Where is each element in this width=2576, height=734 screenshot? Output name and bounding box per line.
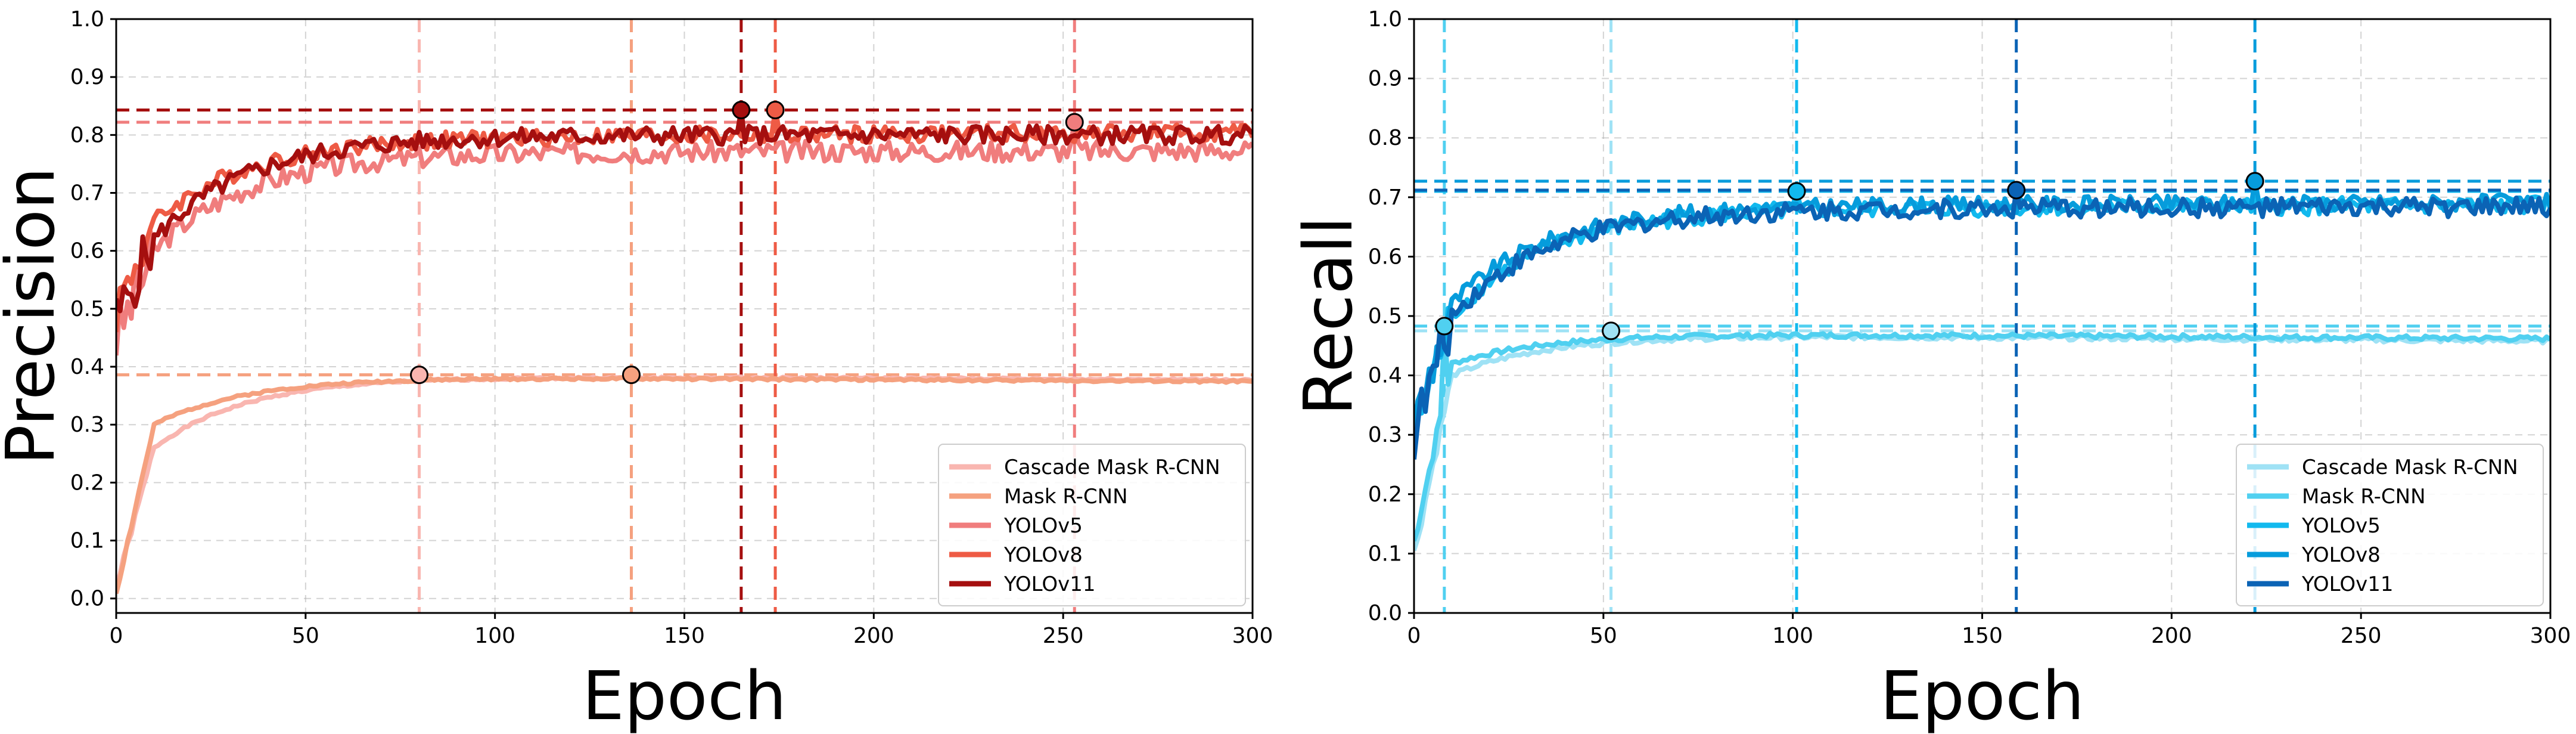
best-point-marker: [1435, 317, 1454, 336]
x-tick-label: 200: [853, 624, 894, 648]
y-tick-label: 0.4: [1368, 364, 1402, 388]
best-point-marker: [1787, 182, 1806, 201]
plot-area: [116, 19, 1253, 613]
y-tick-label: 0.8: [1368, 126, 1402, 150]
legend-label: YOLOv11: [2301, 572, 2394, 596]
x-tick-label: 100: [474, 624, 515, 648]
y-tick-label: 0.6: [70, 239, 104, 264]
y-tick-label: 0.1: [1368, 541, 1402, 566]
series-line-yolov11: [1414, 187, 2550, 460]
y-tick-label: 0.0: [1368, 601, 1402, 625]
y-tick-label: 0.4: [70, 355, 104, 379]
y-tick-label: 0.3: [70, 413, 104, 437]
legend-label: Mask R-CNN: [2302, 485, 2426, 509]
y-tick-label: 1.0: [1368, 7, 1402, 32]
legend-label: YOLOv11: [1003, 572, 1096, 596]
y-tick-label: 0.8: [70, 123, 104, 147]
best-point-marker: [622, 366, 641, 385]
legend-box: [938, 444, 1246, 606]
y-tick-label: 0.2: [1368, 482, 1402, 507]
legend-label: YOLOv5: [1003, 514, 1083, 538]
y-axis-title: Recall: [1290, 216, 1368, 416]
y-tick-label: 0.6: [1368, 244, 1402, 269]
best-point-marker: [1602, 321, 1621, 340]
series-line-yolov11: [116, 107, 1253, 314]
y-tick-label: 0.9: [1368, 67, 1402, 91]
legend-label: Cascade Mask R-CNN: [1004, 456, 1220, 479]
legend: Cascade Mask R-CNN Mask R-CNN YOLOv5 YOLOv8…: [2236, 444, 2544, 606]
y-tick-label: 0.5: [1368, 304, 1402, 329]
y-axis-title: Precision: [0, 167, 70, 465]
y-tick-label: 0.3: [1368, 423, 1402, 447]
y-tick-label: 0.7: [1368, 185, 1402, 210]
legend-label: YOLOv8: [1003, 543, 1083, 567]
y-tick-label: 0.1: [70, 529, 104, 553]
x-axis-title: Epoch: [1880, 658, 2084, 734]
y-tick-label: 0.0: [70, 587, 104, 611]
legend: Cascade Mask R-CNN Mask R-CNN YOLOv5 YOLOv8…: [938, 444, 1246, 606]
chart-recall: 0 50 100 150 200 250 300 0.0 0.1 0.2 0.3 0.4 0.5 0.6 0…: [1290, 7, 2571, 734]
legend-label: Mask R-CNN: [1004, 485, 1128, 509]
x-tick-label: 150: [1962, 624, 2003, 648]
y-tick-label: 0.7: [70, 181, 104, 206]
y-tick-label: 0.2: [70, 470, 104, 495]
x-tick-label: 50: [1590, 624, 1617, 648]
x-tick-label: 200: [2151, 624, 2192, 648]
y-tick-label: 0.5: [70, 297, 104, 321]
best-point-marker: [410, 366, 429, 385]
y-tick-label: 1.0: [70, 7, 104, 32]
x-tick-label: 300: [1232, 624, 1273, 648]
legend-label: YOLOv8: [2301, 543, 2381, 567]
best-point-marker: [1065, 113, 1084, 132]
legend-box: [2236, 444, 2544, 606]
legend-label: Cascade Mask R-CNN: [2302, 456, 2518, 479]
chart-precision: 0 50 100 150 200 250 300 0.0 0.1 0.2 0.3 0.4 0.5 0.6 0…: [0, 7, 1273, 734]
x-tick-label: 150: [664, 624, 705, 648]
x-axis-title: Epoch: [582, 658, 787, 734]
y-tick-label: 0.9: [70, 65, 104, 89]
best-point-marker: [766, 101, 785, 120]
series-line-mask-r-cnn: [116, 372, 1253, 594]
best-point-marker: [2245, 172, 2264, 191]
best-point-marker: [732, 101, 751, 120]
x-tick-label: 0: [110, 624, 123, 648]
series-line-mask-r-cnn: [1414, 323, 2550, 542]
x-tick-label: 300: [2530, 624, 2571, 648]
x-tick-label: 100: [1772, 624, 1813, 648]
best-point-marker: [2007, 181, 2026, 200]
series-line-yolov5: [116, 120, 1253, 356]
x-tick-label: 250: [2341, 624, 2382, 648]
x-tick-label: 50: [292, 624, 319, 648]
x-tick-label: 250: [1043, 624, 1084, 648]
legend-label: YOLOv5: [2301, 514, 2381, 538]
x-tick-label: 0: [1407, 624, 1421, 648]
